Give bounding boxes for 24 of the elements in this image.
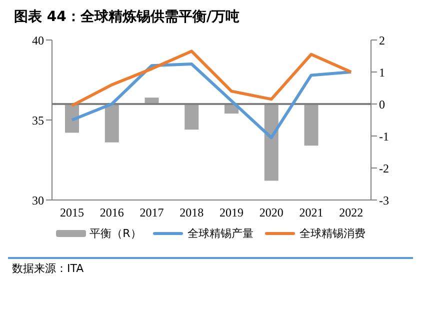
legend-label: 平衡（R）: [90, 226, 142, 241]
x-tick-label: 2022: [339, 206, 364, 220]
chart-title: 图表 44：全球精炼锡供需平衡/万吨: [14, 8, 240, 26]
x-tick-label: 2017: [140, 206, 164, 220]
x-tick-label: 2018: [180, 206, 204, 220]
x-tick-label: 2016: [100, 206, 124, 220]
y2-tick-label: 0: [379, 97, 385, 112]
x-tick-label: 2019: [219, 206, 244, 220]
line-series: [70, 62, 353, 140]
legend-label: 全球精锡产量: [187, 226, 254, 241]
y2-tick-label: -3: [379, 193, 389, 208]
legend-label: 全球精锡消费: [299, 226, 366, 241]
y2-tick-label: 1: [379, 65, 385, 80]
x-tick-label: 2020: [259, 206, 284, 220]
y2-tick-label: 2: [379, 33, 385, 48]
x-tick-label: 2015: [60, 206, 84, 220]
x-tick-label: 2021: [299, 206, 324, 220]
line-series: [70, 50, 353, 108]
y2-tick-label: -1: [379, 129, 389, 144]
y-tick-label: 30: [32, 193, 44, 208]
source-note: 数据来源：ITA: [12, 261, 85, 276]
y-tick-label: 40: [32, 33, 44, 48]
y-tick-label: 35: [32, 113, 44, 128]
y2-tick-label: -2: [379, 161, 389, 176]
